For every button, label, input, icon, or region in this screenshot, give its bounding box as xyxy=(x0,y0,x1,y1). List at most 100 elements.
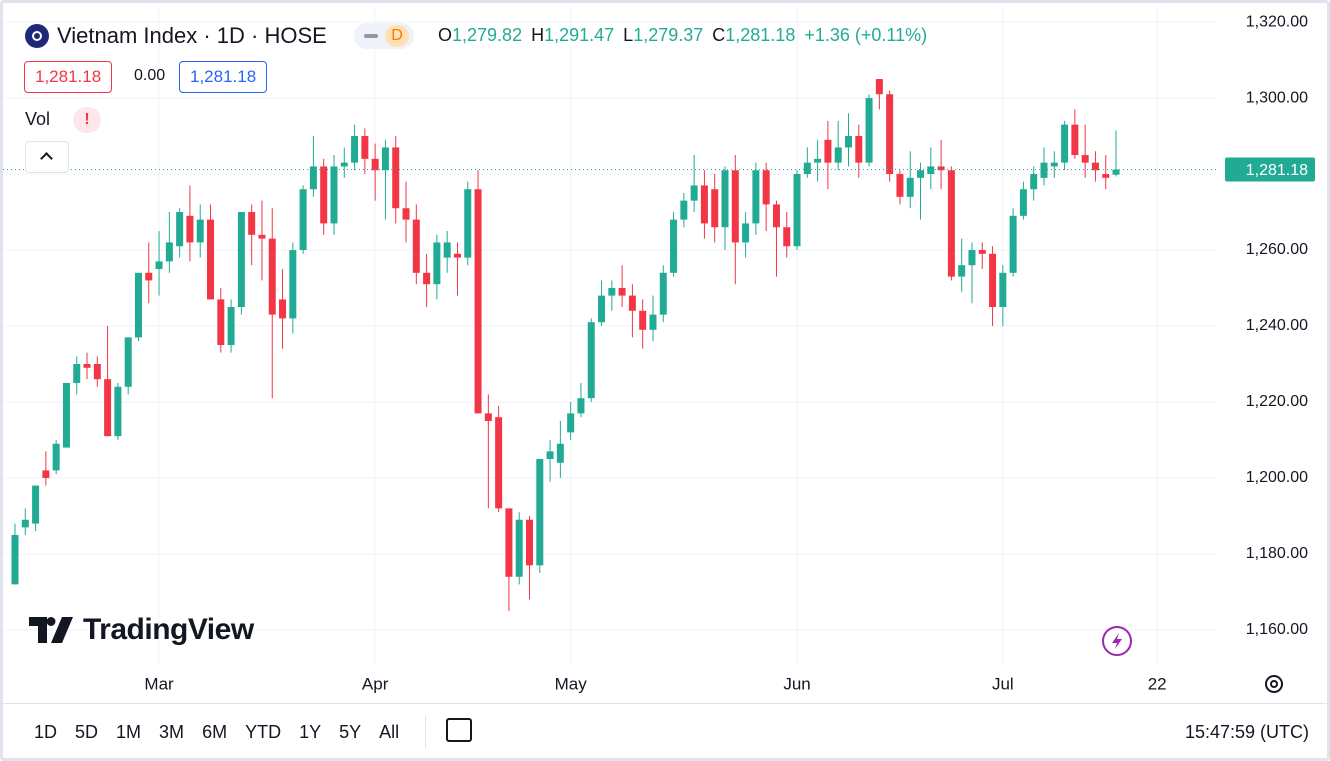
candle-body xyxy=(1091,162,1099,171)
y-tick-label: 1,320.00 xyxy=(1246,13,1308,30)
candle-body xyxy=(381,147,389,171)
candle-body xyxy=(927,166,935,175)
y-tick-label: 1,180.00 xyxy=(1246,545,1308,562)
candle-body xyxy=(618,288,626,296)
candle-body xyxy=(937,166,945,171)
candle-body xyxy=(114,386,122,437)
candle-body xyxy=(21,519,29,528)
candle-body xyxy=(134,272,142,338)
candle-body xyxy=(1071,124,1079,156)
range-button[interactable]: All xyxy=(379,722,400,742)
candle-body xyxy=(227,307,235,345)
interval-badge[interactable]: D xyxy=(354,23,414,49)
candle-body xyxy=(32,485,40,524)
ohlc-value: 1,281.18 xyxy=(725,25,796,45)
brand-logo: TradingView xyxy=(29,613,254,647)
chart: 1,160.00 1,180.00 1,200.00 1,220.00 1,240.00… xyxy=(3,8,1327,693)
x-tick-label: Jun xyxy=(783,674,810,693)
range-button[interactable]: 5D xyxy=(75,722,99,742)
candle-body xyxy=(546,451,554,459)
candle-body xyxy=(875,79,883,95)
candle-body xyxy=(700,185,708,224)
range-button[interactable]: 1Y xyxy=(299,722,322,742)
candle-body xyxy=(309,166,317,190)
range-button[interactable]: YTD xyxy=(245,722,282,742)
ohlc-change: +1.36 (+0.11%) xyxy=(804,25,928,45)
bid-price[interactable]: 1,281.18 xyxy=(24,61,113,93)
candle-body xyxy=(855,136,863,163)
candle-body xyxy=(690,185,698,201)
candle-body xyxy=(556,443,564,463)
candle-body xyxy=(1112,169,1120,175)
clock[interactable]: 15:47:59 (UTC) xyxy=(1184,722,1309,742)
y-tick-label: 1,240.00 xyxy=(1246,317,1308,334)
goto-date-button[interactable] xyxy=(446,718,472,742)
ohlc-value: 1,291.47 xyxy=(544,25,615,45)
candle-body xyxy=(567,413,575,433)
candle-body xyxy=(1019,189,1027,216)
ask-price[interactable]: 1,281.18 xyxy=(179,61,268,93)
candle-body xyxy=(186,215,194,243)
candle-body xyxy=(628,295,636,311)
candle-body xyxy=(505,508,513,577)
candle-body xyxy=(834,147,842,163)
y-tick-label: 1,260.00 xyxy=(1246,241,1308,258)
last-price-label: 1,281.18 xyxy=(1246,162,1308,179)
ohlc-key: O xyxy=(438,25,453,45)
candle-body xyxy=(258,234,266,239)
bottom-toolbar: 1D 5D 1M 3M 6M YTD 1Y 5Y All 15:47:59 (UTC) xyxy=(3,703,1327,758)
candle-body xyxy=(906,177,914,197)
candle-body xyxy=(464,189,472,258)
candle-body xyxy=(52,443,60,471)
range-button[interactable]: 3M xyxy=(159,722,185,742)
candle-body xyxy=(536,458,544,566)
candle-body xyxy=(443,242,451,258)
candle-body xyxy=(217,299,225,345)
candle-body xyxy=(958,265,966,277)
ohlc-key: H xyxy=(531,25,545,45)
candle-body xyxy=(83,363,91,368)
candle-body xyxy=(670,219,678,273)
candle-body xyxy=(814,158,822,163)
collapse-button[interactable] xyxy=(25,141,69,173)
separator xyxy=(425,716,426,748)
candle-body xyxy=(772,204,780,228)
candle-body xyxy=(742,223,750,243)
ohlc-key: L xyxy=(623,25,634,45)
candle-body xyxy=(917,170,925,178)
candle-body xyxy=(351,136,359,163)
candle-body xyxy=(124,337,132,387)
candle-body xyxy=(340,162,348,167)
range-button[interactable]: 1M xyxy=(116,722,142,742)
range-button[interactable]: 1D xyxy=(34,722,58,742)
spread: 0.00 xyxy=(134,67,166,84)
candle-body xyxy=(824,139,832,163)
symbol-title[interactable]: Vietnam Index · 1D · HOSE xyxy=(25,23,327,49)
candle-body xyxy=(783,227,791,247)
candle-body xyxy=(999,272,1007,308)
candle-body xyxy=(289,250,297,319)
candle-body xyxy=(423,272,431,285)
candle-body xyxy=(844,136,852,148)
ohlc-key: C xyxy=(712,25,726,45)
candle-body xyxy=(515,519,523,577)
range-buttons: 1D 5D 1M 3M 6M YTD 1Y 5Y All xyxy=(25,722,408,743)
title-text: Vietnam Index · 1D · HOSE xyxy=(57,23,327,48)
range-button[interactable]: 6M xyxy=(202,722,228,742)
candle-body xyxy=(155,261,163,270)
candle-body xyxy=(526,519,533,566)
candle-body xyxy=(659,272,667,315)
candle-body xyxy=(721,170,729,228)
candle-body xyxy=(1081,155,1089,163)
candle-body xyxy=(865,98,873,163)
badge-text: D xyxy=(385,25,409,47)
y-tick-label: 1,200.00 xyxy=(1246,469,1308,486)
settings-icon-center xyxy=(1270,680,1278,688)
candle-body xyxy=(330,166,338,224)
candle-body xyxy=(104,379,112,437)
brand-text: TradingView xyxy=(83,613,254,646)
range-button[interactable]: 5Y xyxy=(339,722,362,742)
volume-alert[interactable]: ! xyxy=(73,107,101,133)
settings-icon xyxy=(1265,675,1283,693)
candle-body xyxy=(1050,162,1058,167)
